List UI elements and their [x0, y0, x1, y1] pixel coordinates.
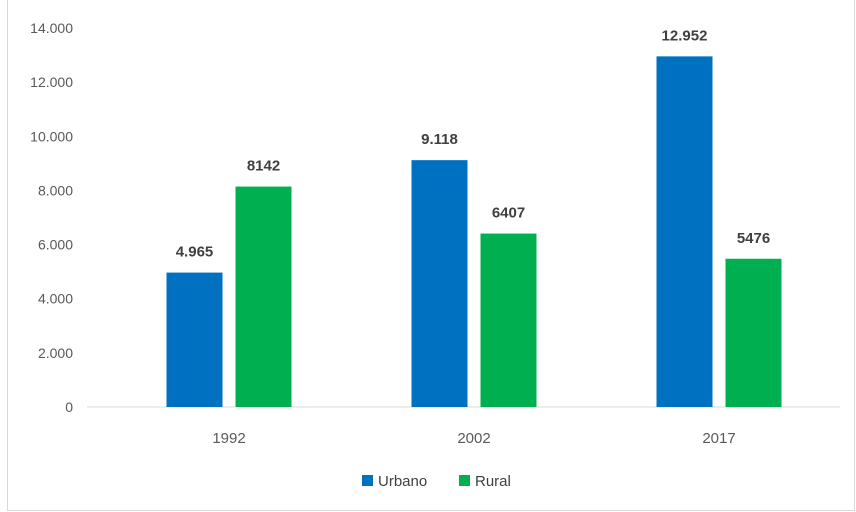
y-tick-label: 8.000 [38, 182, 73, 198]
x-axis: 1992 2002 2017 [212, 430, 735, 447]
x-tick-label: 2002 [457, 430, 490, 447]
data-labels: 4.965 8142 9.118 6407 12.952 5476 [176, 27, 770, 260]
data-label-rural-2002: 6407 [492, 205, 525, 222]
legend-swatch-urbano [362, 475, 373, 486]
legend-label-rural: Rural [475, 473, 511, 490]
legend-label-urbano: Urbano [378, 473, 427, 490]
bars [166, 56, 782, 408]
bar-rural-1992 [235, 186, 292, 407]
bar-urbano-2002 [411, 160, 468, 407]
x-tick-label: 2017 [702, 430, 735, 447]
bar-urbano-2017 [656, 56, 713, 408]
bar-rural-2017 [725, 258, 782, 407]
data-label-urbano-2017: 12.952 [662, 27, 708, 44]
y-tick-label: 0 [65, 399, 73, 415]
x-tick-label: 1992 [212, 430, 245, 447]
y-tick-label: 14.000 [30, 20, 73, 36]
data-label-rural-2017: 5476 [737, 230, 770, 247]
data-label-rural-1992: 8142 [247, 158, 280, 175]
data-label-urbano-2002: 9.118 [421, 131, 458, 148]
y-tick-label: 4.000 [38, 291, 73, 307]
y-tick-label: 10.000 [30, 128, 73, 144]
chart-frame [7, 0, 855, 511]
y-axis: 0 2.000 4.000 6.000 8.000 10.000 12.000 14.000 [30, 20, 73, 415]
y-tick-label: 12.000 [30, 74, 73, 90]
legend: Urbano Rural [362, 473, 511, 490]
bar-rural-2002 [480, 233, 537, 407]
data-label-urbano-1992: 4.965 [176, 244, 214, 261]
legend-swatch-rural [459, 475, 470, 486]
y-tick-label: 2.000 [38, 345, 73, 361]
y-tick-label: 6.000 [38, 237, 73, 253]
bar-urbano-1992 [166, 272, 223, 407]
